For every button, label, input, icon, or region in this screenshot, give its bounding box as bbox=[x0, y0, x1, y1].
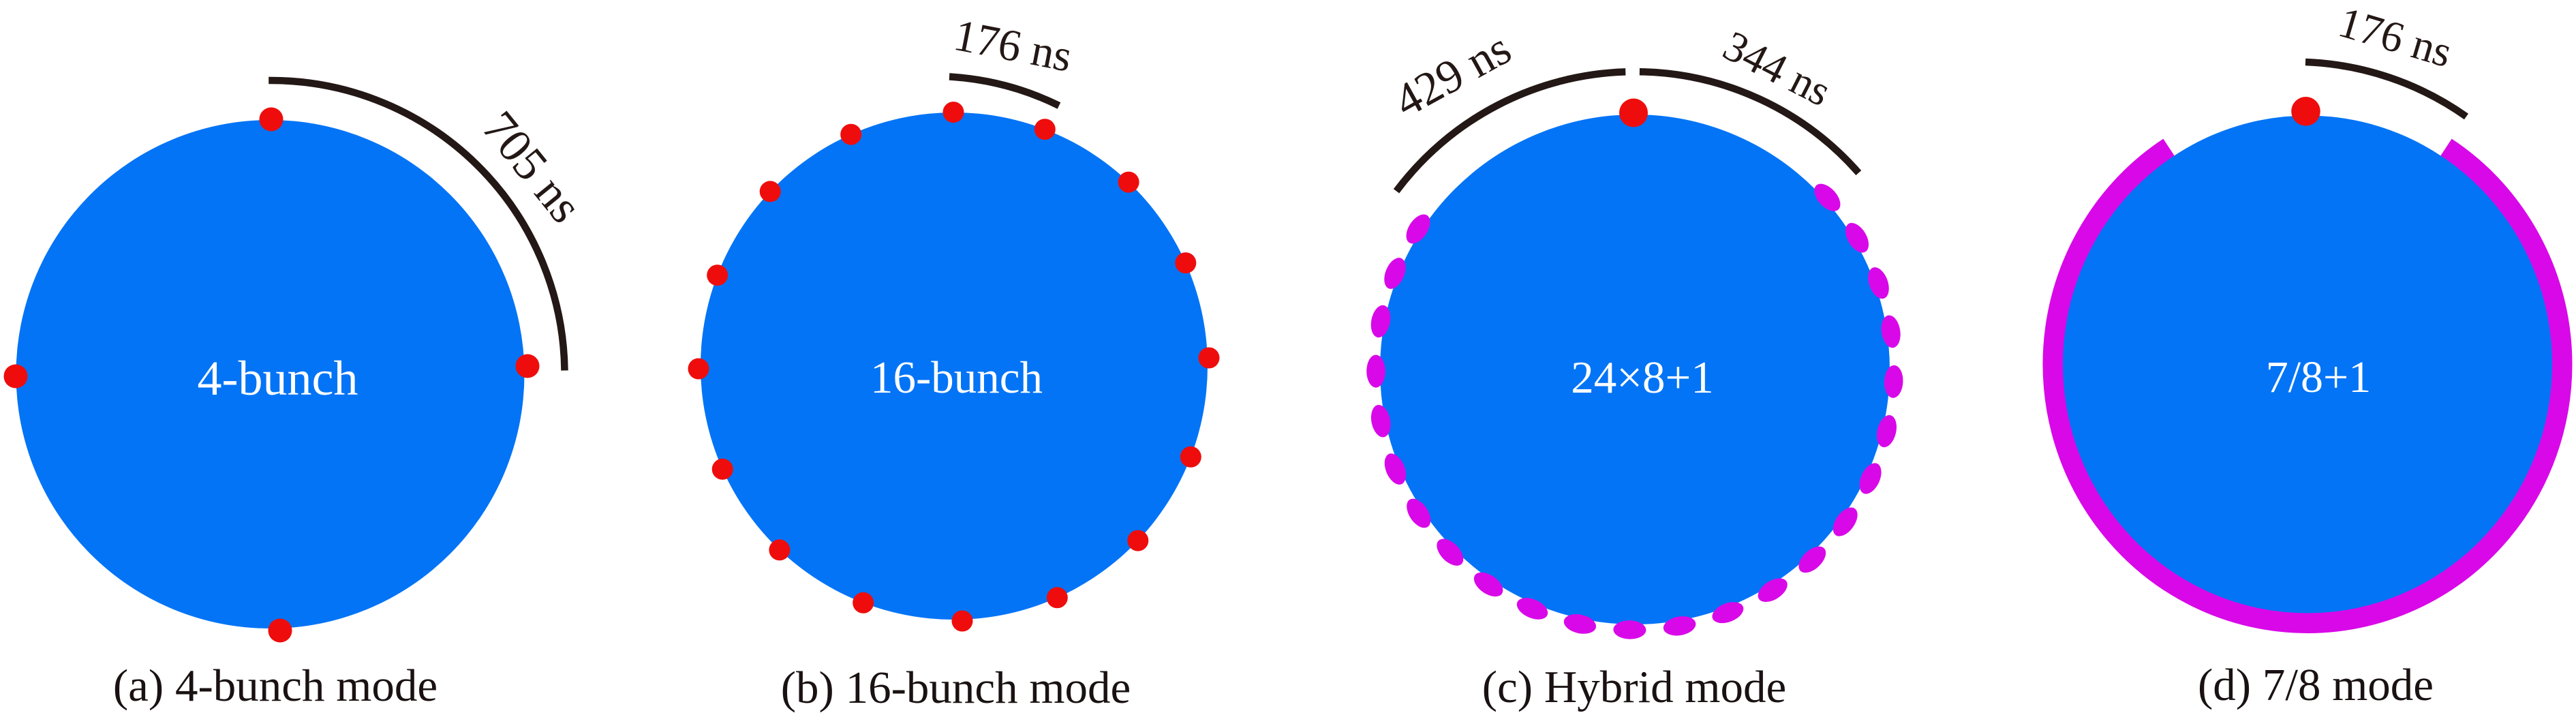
svg-text:16-bunch: 16-bunch bbox=[870, 352, 1043, 403]
svg-text:(b) 16-bunch mode: (b) 16-bunch mode bbox=[781, 663, 1131, 713]
svg-text:7/8+1: 7/8+1 bbox=[2266, 352, 2372, 402]
svg-text:(a) 4-bunch mode: (a) 4-bunch mode bbox=[113, 661, 438, 711]
svg-text:24×8+1: 24×8+1 bbox=[1571, 352, 1714, 403]
svg-text:(c) Hybrid mode: (c) Hybrid mode bbox=[1482, 662, 1787, 712]
svg-text:4-bunch: 4-bunch bbox=[198, 351, 358, 406]
svg-text:(d) 7/8 mode: (d) 7/8 mode bbox=[2198, 660, 2434, 710]
